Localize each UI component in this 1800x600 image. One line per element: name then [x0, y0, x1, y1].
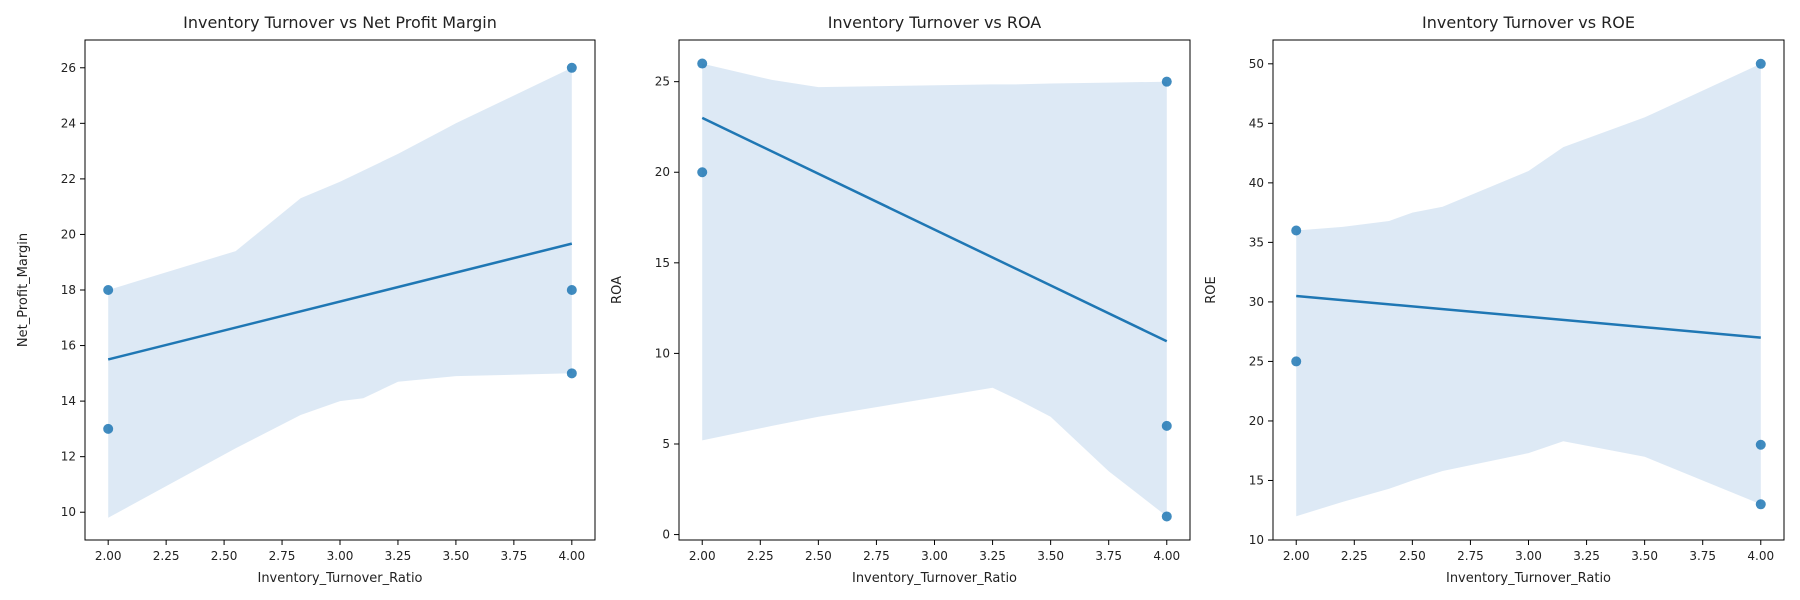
- x-tick-label: 3.25: [385, 549, 412, 563]
- chart-title: Inventory Turnover vs ROA: [828, 13, 1042, 32]
- y-tick-label: 16: [61, 339, 76, 353]
- x-tick-label: 2.50: [805, 549, 832, 563]
- y-tick-label: 20: [655, 165, 670, 179]
- data-point: [566, 285, 577, 295]
- x-tick-label: 2.50: [211, 549, 238, 563]
- y-tick-label: 22: [61, 172, 76, 186]
- x-tick-label: 3.75: [501, 549, 528, 563]
- x-tick-label: 2.75: [1457, 549, 1484, 563]
- y-tick-label: 14: [61, 394, 76, 408]
- x-axis-label: Inventory_Turnover_Ratio: [1446, 571, 1611, 586]
- data-point: [697, 58, 708, 69]
- x-tick-label: 2.25: [1341, 549, 1368, 563]
- x-tick-label: 2.00: [95, 549, 122, 563]
- x-tick-label: 4.00: [558, 549, 585, 563]
- y-tick-label: 40: [1249, 176, 1264, 190]
- x-tick-label: 3.00: [327, 549, 354, 563]
- x-tick-label: 3.00: [921, 549, 948, 563]
- x-tick-label: 2.75: [269, 549, 296, 563]
- y-tick-label: 25: [655, 75, 670, 89]
- data-point: [1161, 420, 1172, 431]
- x-tick-label: 3.50: [1037, 549, 1064, 563]
- data-point: [103, 423, 114, 434]
- data-point: [1291, 225, 1302, 236]
- y-tick-label: 24: [61, 116, 76, 130]
- x-tick-label: 4.00: [1153, 549, 1180, 563]
- data-point: [1161, 511, 1172, 522]
- data-point: [1755, 439, 1766, 450]
- data-point: [566, 62, 577, 73]
- chart-panel-1: 2.00 2.25 2.50 2.75 3.00 3.25 3.50 3.75 4.00 10 12…: [16, 13, 596, 586]
- data-point: [1755, 58, 1766, 69]
- y-tick-label: 10: [1249, 533, 1264, 547]
- y-tick-label: 0: [662, 528, 670, 542]
- data-point: [697, 167, 708, 178]
- x-tick-label: 3.25: [979, 549, 1006, 563]
- x-tick-label: 3.50: [443, 549, 470, 563]
- x-tick-label: 2.50: [1399, 549, 1426, 563]
- x-tick-label: 3.25: [1573, 549, 1600, 563]
- y-axis-label: ROA: [610, 276, 625, 304]
- y-tick-label: 30: [1249, 295, 1264, 309]
- y-tick-label: 10: [61, 505, 76, 519]
- x-tick-label: 2.00: [1283, 549, 1310, 563]
- regression-line: [107, 242, 573, 361]
- x-tick-label: 2.00: [689, 549, 716, 563]
- y-tick-label: 15: [1249, 473, 1264, 487]
- y-tick-label: 35: [1249, 235, 1264, 249]
- chart-panel-3: 2.00 2.25 2.50 2.75 3.00 3.25 3.50 3.75 4.00 10 15…: [1204, 13, 1785, 586]
- y-tick-label: 18: [61, 283, 76, 297]
- x-tick-label: 2.25: [747, 549, 774, 563]
- confidence-band: [1296, 63, 1761, 517]
- data-point: [1755, 499, 1766, 510]
- y-axis-label: ROE: [1204, 276, 1219, 303]
- regression-line: [1296, 294, 1761, 339]
- y-tick-label: 20: [1249, 414, 1264, 428]
- chart-title: Inventory Turnover vs ROE: [1422, 13, 1635, 32]
- data-point: [1161, 76, 1172, 87]
- x-axis-label: Inventory_Turnover_Ratio: [257, 571, 422, 586]
- data-point: [103, 285, 114, 295]
- y-tick-label: 50: [1249, 57, 1264, 71]
- y-tick-label: 5: [662, 437, 670, 451]
- x-tick-label: 2.75: [863, 549, 890, 563]
- confidence-band: [108, 67, 572, 518]
- x-tick-label: 4.00: [1747, 549, 1774, 563]
- y-tick-label: 15: [655, 256, 670, 270]
- confidence-band: [702, 63, 1167, 517]
- x-tick-label: 2.25: [153, 549, 180, 563]
- x-tick-label: 3.75: [1689, 549, 1716, 563]
- y-tick-label: 45: [1249, 116, 1264, 130]
- data-point: [1291, 356, 1302, 367]
- x-tick-label: 3.00: [1515, 549, 1542, 563]
- data-point: [566, 368, 577, 379]
- chart-title: Inventory Turnover vs Net Profit Margin: [183, 13, 497, 32]
- y-tick-label: 25: [1249, 354, 1264, 368]
- y-tick-label: 26: [61, 61, 76, 75]
- x-axis-label: Inventory_Turnover_Ratio: [852, 571, 1017, 586]
- regression-line: [701, 116, 1168, 343]
- x-tick-label: 3.50: [1631, 549, 1658, 563]
- y-axis-label: Net_Profit_Margin: [16, 233, 31, 347]
- y-tick-label: 12: [61, 450, 76, 464]
- y-tick-label: 20: [61, 227, 76, 241]
- chart-panel-2: 2.00 2.25 2.50 2.75 3.00 3.25 3.50 3.75 4.00 0 5 10…: [610, 13, 1191, 586]
- x-tick-label: 3.75: [1095, 549, 1122, 563]
- y-tick-label: 10: [655, 346, 670, 360]
